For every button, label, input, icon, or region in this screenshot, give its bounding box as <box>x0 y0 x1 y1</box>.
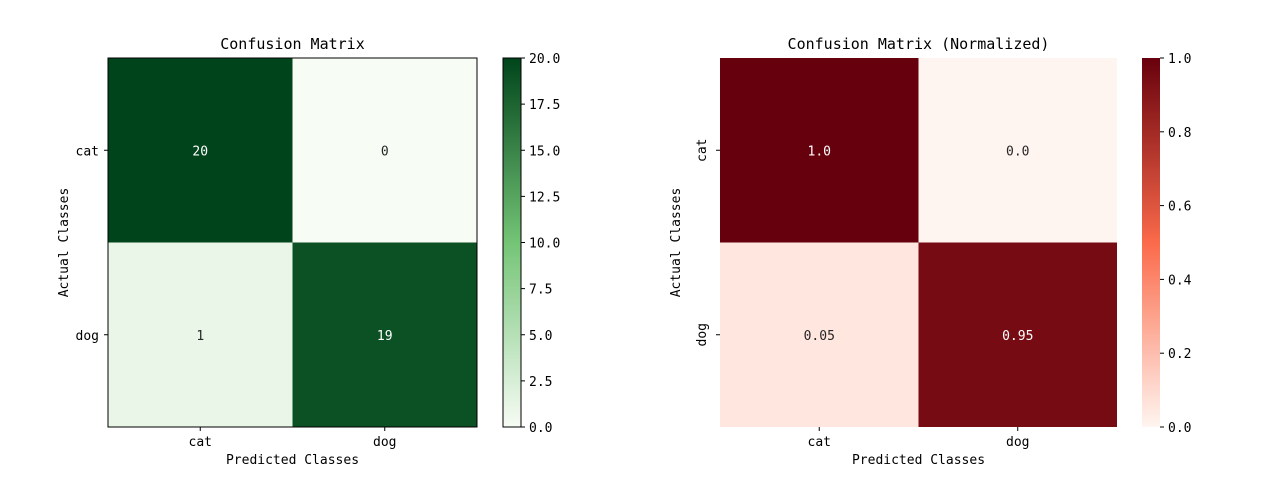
heatmap-panel-1: 20 0 1 19 cat dog cat dog Confusion Matrix Predic… <box>57 35 560 468</box>
cell-label: 0.05 <box>804 329 835 344</box>
heatmap-cell <box>720 58 919 243</box>
cell-label: 0.95 <box>1002 329 1033 344</box>
colorbar-tick-label: 0.6 <box>1168 200 1191 215</box>
heatmap-cell <box>108 58 293 243</box>
heatmap-cell <box>918 242 1117 427</box>
x-axis-label: Predicted Classes <box>226 453 359 468</box>
cell-label: 1 <box>196 329 204 344</box>
colorbar <box>503 58 521 427</box>
chart-title: Confusion Matrix (Normalized) <box>788 35 1050 53</box>
axes-frame <box>107 57 478 428</box>
cell-label: 0.0 <box>1006 144 1029 159</box>
colorbar-tick-label: 17.5 <box>529 98 560 113</box>
colorbar-tick-label: 0.8 <box>1168 126 1191 141</box>
colorbar-tick-label: 1.0 <box>1168 52 1191 67</box>
colorbar <box>1142 58 1160 427</box>
heatmap-cell <box>108 242 293 427</box>
x-tick-label: cat <box>808 435 831 450</box>
colorbar-tick-label: 15.0 <box>529 144 560 159</box>
y-axis-label: Actual Classes <box>57 188 72 298</box>
x-axis-label: Predicted Classes <box>852 453 985 468</box>
colorbar-tick-label: 2.5 <box>529 375 552 390</box>
colorbar-tick-label: 0.4 <box>1168 273 1192 288</box>
colorbar-tick-label: 0.2 <box>1168 347 1191 362</box>
cell-label: 1.0 <box>808 144 831 159</box>
colorbar-tick-label: 12.5 <box>529 190 560 205</box>
x-tick-label: cat <box>189 435 212 450</box>
cell-label: 20 <box>192 144 208 159</box>
x-tick-label: dog <box>1006 435 1029 450</box>
y-tick-label: dog <box>695 323 710 346</box>
colorbar-tick-label: 5.0 <box>529 329 552 344</box>
y-tick-label: dog <box>76 329 99 344</box>
y-tick-label: cat <box>76 144 99 159</box>
cell-label: 0 <box>381 144 389 159</box>
heatmap-cell <box>292 242 477 427</box>
y-tick-label: cat <box>695 139 710 162</box>
chart-title: Confusion Matrix <box>220 35 365 53</box>
cell-label: 19 <box>377 329 393 344</box>
colorbar-tick-label: 20.0 <box>529 52 560 67</box>
heatmap-cell <box>720 242 919 427</box>
heatmap-cell <box>292 58 477 243</box>
colorbar-tick-label: 7.5 <box>529 283 552 298</box>
heatmap-panel-2: 1.0 0.0 0.05 0.95 cat dog cat dog Confusion Matr… <box>669 35 1192 468</box>
colorbar-tick-label: 10.0 <box>529 237 560 252</box>
colorbar-tick-label: 0.0 <box>529 421 552 436</box>
x-tick-label: dog <box>373 435 396 450</box>
heatmap-cell <box>918 58 1117 243</box>
colorbar-tick-label: 0.0 <box>1168 421 1191 436</box>
y-axis-label: Actual Classes <box>669 188 684 298</box>
